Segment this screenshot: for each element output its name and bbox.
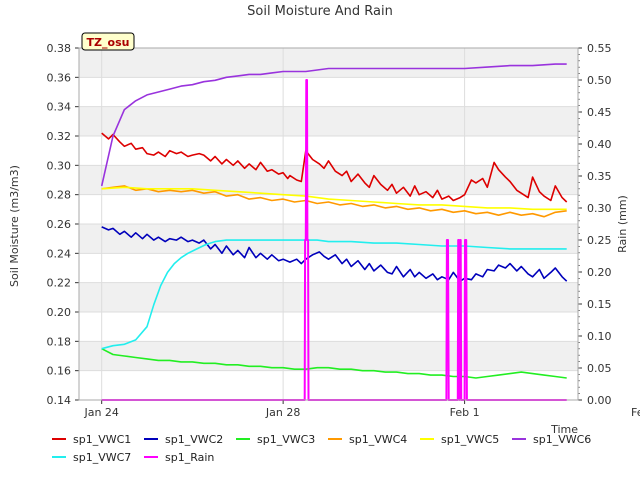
x-tick-label: Jan 24 <box>83 406 118 419</box>
plot-frame <box>78 47 579 401</box>
y2-tick-label: 0.20 <box>587 266 612 279</box>
legend-label-sp1-vwc2: sp1_VWC2 <box>165 433 223 446</box>
x-tick-label: Jan 28 <box>265 406 300 419</box>
plot-band <box>79 282 578 312</box>
y-tick-label: 0.26 <box>47 218 72 231</box>
axes: 0.14 0.16 0.18 0.20 0.22 0.24 0.26 0.28 0.30 0.32… <box>47 42 640 419</box>
y-tick-label: 0.38 <box>47 42 72 55</box>
series-line-sp1-vwc2 <box>101 226 568 283</box>
y2-tick-label: 0.45 <box>587 106 612 119</box>
legend-label-sp1-vwc3: sp1_VWC3 <box>257 433 315 446</box>
y-tick-label: 0.36 <box>47 71 72 84</box>
plot-band <box>79 106 578 136</box>
y2-tick-label: 0.00 <box>587 394 612 407</box>
x-tick-label: Feb 5 <box>631 406 640 419</box>
station-badge-label: TZ_osu <box>87 36 130 49</box>
y2-axis-title: Rain (mm) <box>616 195 629 253</box>
plot-band <box>79 341 578 371</box>
plot-band <box>79 48 578 78</box>
legend-label-sp1-rain: sp1_Rain <box>165 451 214 464</box>
y2-tick-label: 0.10 <box>587 330 612 343</box>
legend-label-sp1-vwc1: sp1_VWC1 <box>73 433 131 446</box>
y-tick-label: 0.28 <box>47 189 72 202</box>
y2-tick-label: 0.50 <box>587 74 612 87</box>
legend-label-sp1-vwc6: sp1_VWC6 <box>533 433 591 446</box>
series-line-sp1-vwc5 <box>101 186 567 211</box>
y-tick-label: 0.24 <box>47 247 72 260</box>
station-badge-box <box>81 32 135 51</box>
legend-label-sp1-vwc5: sp1_VWC5 <box>441 433 499 446</box>
y-tick-label: 0.32 <box>47 130 72 143</box>
y-tick-label: 0.22 <box>47 277 72 290</box>
y-axis-title: Soil Moisture (m3/m3) <box>8 165 21 287</box>
y2-tick-label: 0.40 <box>587 138 612 151</box>
series-line-sp1-vwc3 <box>101 347 567 379</box>
x-tick-label: Feb 1 <box>450 406 480 419</box>
y2-tick-label: 0.15 <box>587 298 612 311</box>
y2-tick-label: 0.35 <box>587 170 612 183</box>
y-tick-label: 0.18 <box>47 335 72 348</box>
x-axis-title: Time <box>550 423 578 436</box>
y2-tick-label: 0.55 <box>587 42 612 55</box>
y-tick-label: 0.14 <box>47 394 72 407</box>
legend-label-sp1-vwc7: sp1_VWC7 <box>73 451 131 464</box>
y-tick-label: 0.30 <box>47 159 72 172</box>
y2-tick-label: 0.05 <box>587 362 612 375</box>
y2-tick-label: 0.25 <box>587 234 612 247</box>
legend: sp1_VWC1 sp1_VWC2 sp1_VWC3 sp1_VWC4 sp1_VWC5… <box>52 433 591 464</box>
y-tick-label: 0.20 <box>47 306 72 319</box>
plot-band <box>79 165 578 195</box>
y-tick-label: 0.34 <box>47 101 72 114</box>
chart-title: Soil Moisture And Rain <box>247 4 393 19</box>
y2-tick-label: 0.30 <box>587 202 612 215</box>
series-line-sp1-vwc1 <box>101 132 568 203</box>
y-tick-label: 0.16 <box>47 365 72 378</box>
series-line-sp1-vwc6 <box>100 63 567 187</box>
series-line-sp1-vwc4 <box>101 185 567 218</box>
station-badge: TZ_osu <box>81 32 135 51</box>
legend-label-sp1-vwc4: sp1_VWC4 <box>349 433 407 446</box>
